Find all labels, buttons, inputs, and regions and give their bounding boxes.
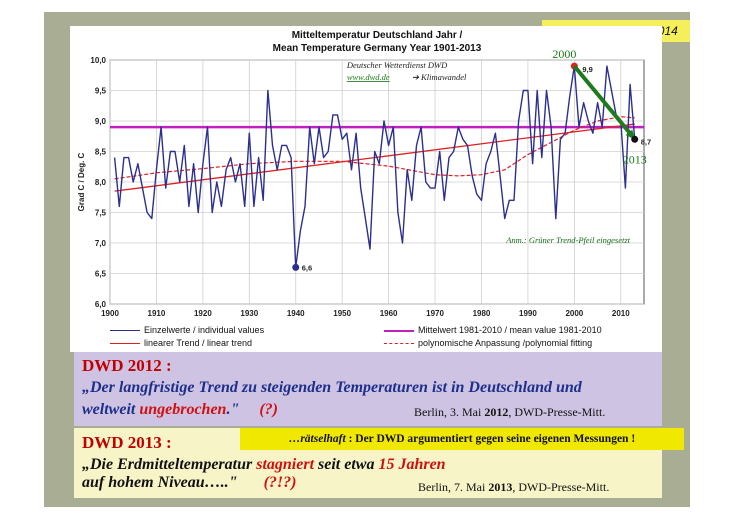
callout-prefix: …rätselhaft <box>288 433 346 445</box>
x-tick-label: 1910 <box>148 309 166 318</box>
legend-item-individual: Einzelwerte / individual values <box>110 325 264 335</box>
dwd-2012-source-c: , DWD-Presse-Mitt. <box>508 405 606 419</box>
last-point-2013 <box>631 135 639 143</box>
year-label-2013: 2013 <box>623 152 647 166</box>
dwd-2013-quote-c: seit etwa <box>314 456 379 473</box>
last-point-label: 8,7 <box>641 137 651 146</box>
legend-label-linear: linearer Trend / linear trend <box>144 338 253 348</box>
dwd-2013-quote-years: 15 Jahren <box>378 456 446 473</box>
y-tick-label: 6,0 <box>95 300 107 309</box>
chart-legend: Einzelwerte / individual values linearer… <box>74 322 658 350</box>
callout-box: …rätselhaft : Der DWD argumentiert gegen… <box>240 428 684 450</box>
y-tick-label: 9,0 <box>95 117 107 126</box>
dwd-2013-quote-line1: „Die Erdmitteltemperatur stagniert seit … <box>82 456 446 474</box>
legend-item-linear: linearer Trend / linear trend <box>110 338 252 348</box>
dwd-2012-source-year: 2012 <box>484 405 509 419</box>
y-tick-label: 7,5 <box>95 209 107 218</box>
x-tick-label: 2000 <box>565 309 583 318</box>
x-tick-label: 1920 <box>194 309 212 318</box>
dwd-2013-quote-a: „Die Erdmitteltemperatur <box>82 456 257 473</box>
dwd-2013-source-a: Berlin, 7. Mai <box>418 480 489 494</box>
dwd-2012-quote-c: ." <box>226 401 240 418</box>
legend-label-mean: Mittelwert 1981-2010 / mean value 1981-2… <box>418 325 602 335</box>
dwd-2013-source: Berlin, 7. Mai 2013, DWD-Presse-Mitt. <box>418 480 609 495</box>
min-point-label: 6,6 <box>302 263 312 272</box>
legend-swatch-polynomial <box>384 343 414 345</box>
x-tick-label: 1990 <box>519 309 537 318</box>
dwd-2012-heading: DWD 2012 : <box>82 356 172 375</box>
x-tick-label: 1980 <box>473 309 491 318</box>
x-tick-label: 1940 <box>287 309 305 318</box>
x-tick-label: 1970 <box>426 309 444 318</box>
y-tick-label: 7,0 <box>95 239 107 248</box>
dwd-2013-marker: (?!?) <box>263 474 297 491</box>
x-tick-label: 1950 <box>333 309 351 318</box>
y-tick-label: 9,5 <box>95 87 107 96</box>
y-tick-label: 8,0 <box>95 178 107 187</box>
source-line1: Deutscher Wetterdienst DWD <box>346 60 448 70</box>
individual-values-line <box>113 65 636 269</box>
legend-swatch-mean <box>384 329 414 332</box>
legend-swatch-linear <box>110 343 140 345</box>
y-tick-label: 6,5 <box>95 270 107 279</box>
dwd-2012-marker: (?) <box>259 401 278 418</box>
dwd-2013-source-c: , DWD-Presse-Mitt. <box>512 480 610 494</box>
dwd-2012-quote-line2: weltweit ungebrochen." (?) <box>82 401 278 419</box>
dwd-2013-heading: DWD 2013 : <box>82 433 172 452</box>
dwd-2012-quote-line1: „Der langfristige Trend zu steigenden Te… <box>82 379 582 396</box>
callout-text: : Der DWD argumentiert gegen seine eigen… <box>345 433 636 445</box>
dwd-2012-source-a: Berlin, 3. Mai <box>414 405 485 419</box>
x-tick-label: 1960 <box>380 309 398 318</box>
legend-label-polynomial: polynomische Anpassung /polynomial fitti… <box>418 338 593 348</box>
chart-title-line1: Mitteltemperatur Deutschland Jahr / <box>292 30 463 41</box>
x-tick-label: 1900 <box>101 309 119 318</box>
dwd-2013-quote-stagniert: stagniert <box>256 456 315 473</box>
dwd-2012-source: Berlin, 3. Mai 2012, DWD-Presse-Mitt. <box>414 405 605 420</box>
legend-item-polynomial: polynomische Anpassung /polynomial fitti… <box>384 338 592 348</box>
x-tick-label: 1930 <box>240 309 258 318</box>
x-tick-label: 2010 <box>612 309 630 318</box>
min-point-1940 <box>292 263 300 271</box>
legend-item-mean: Mittelwert 1981-2010 / mean value 1981-2… <box>384 325 602 335</box>
year-label-2000: 2000 <box>552 47 576 61</box>
dwd-2012-quote-highlight: ungebrochen <box>139 401 227 418</box>
green-trend-arrow <box>572 64 634 137</box>
chart-title-line2: Mean Temperature Germany Year 1901-2013 <box>273 43 482 54</box>
source-arrow-text: ➔ Klimawandel <box>412 72 467 82</box>
dwd-2013-quote-line2-text: auf hohem Niveau….." <box>82 474 238 491</box>
max-point-label: 9,9 <box>582 65 592 74</box>
y-tick-label: 8,5 <box>95 148 107 157</box>
temperature-chart: 6,0 6,5 7,0 7,5 8,0 8,5 9,0 9,5 10,0 1900 1910 1920… <box>77 30 651 318</box>
dwd-2012-quote-a: weltweit <box>82 401 140 418</box>
source-link: www.dwd.de <box>347 72 390 82</box>
y-tick-label: 10,0 <box>90 56 106 65</box>
y-axis-label: Grad C / Deg. C <box>77 152 86 211</box>
legend-swatch-individual <box>110 330 140 332</box>
dwd-2012-box: DWD 2012 : „Der langfristige Trend zu st… <box>74 352 662 426</box>
legend-label-individual: Einzelwerte / individual values <box>144 325 265 335</box>
dwd-2013-quote-line2: auf hohem Niveau….." (?!?) <box>82 474 296 492</box>
annotation-note: Anm.: Grüner Trend-Pfeil eingesetzt <box>505 235 630 245</box>
dwd-2013-source-year: 2013 <box>488 480 513 494</box>
chart-panel: 6,0 6,5 7,0 7,5 8,0 8,5 9,0 9,5 10,0 1900 1910 1920… <box>70 26 662 352</box>
